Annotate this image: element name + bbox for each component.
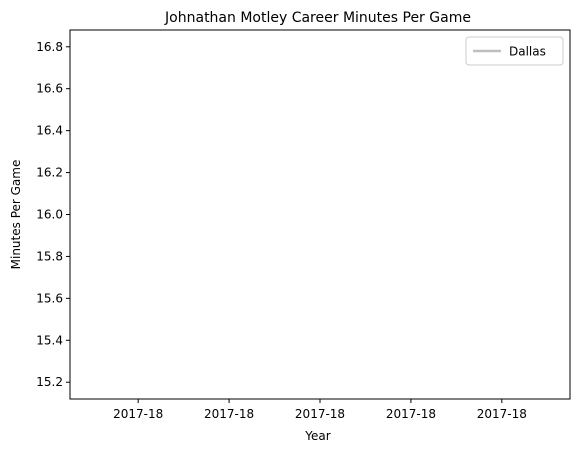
y-tick-label: 16.0 — [36, 208, 63, 222]
x-tick-label: 2017-18 — [204, 407, 254, 421]
y-tick-label: 15.4 — [36, 333, 63, 347]
y-axis-label: Minutes Per Game — [9, 160, 23, 270]
x-tick-label: 2017-18 — [386, 407, 436, 421]
legend-label-dallas: Dallas — [509, 45, 546, 59]
legend: Dallas — [466, 37, 563, 65]
y-tick-label: 16.8 — [36, 40, 63, 54]
y-tick-label: 15.8 — [36, 249, 63, 263]
x-tick-label: 2017-18 — [477, 407, 527, 421]
x-axis-label: Year — [304, 429, 330, 443]
y-tick-label: 16.2 — [36, 166, 63, 180]
plot-area — [70, 30, 570, 399]
x-tick-label: 2017-18 — [113, 407, 163, 421]
y-tick-label: 15.2 — [36, 375, 63, 389]
y-tick-label: 15.6 — [36, 291, 63, 305]
y-tick-label: 16.6 — [36, 82, 63, 96]
y-tick-label: 16.4 — [36, 124, 63, 138]
chart-title: Johnathan Motley Career Minutes Per Game — [164, 10, 471, 26]
x-tick-label: 2017-18 — [295, 407, 345, 421]
